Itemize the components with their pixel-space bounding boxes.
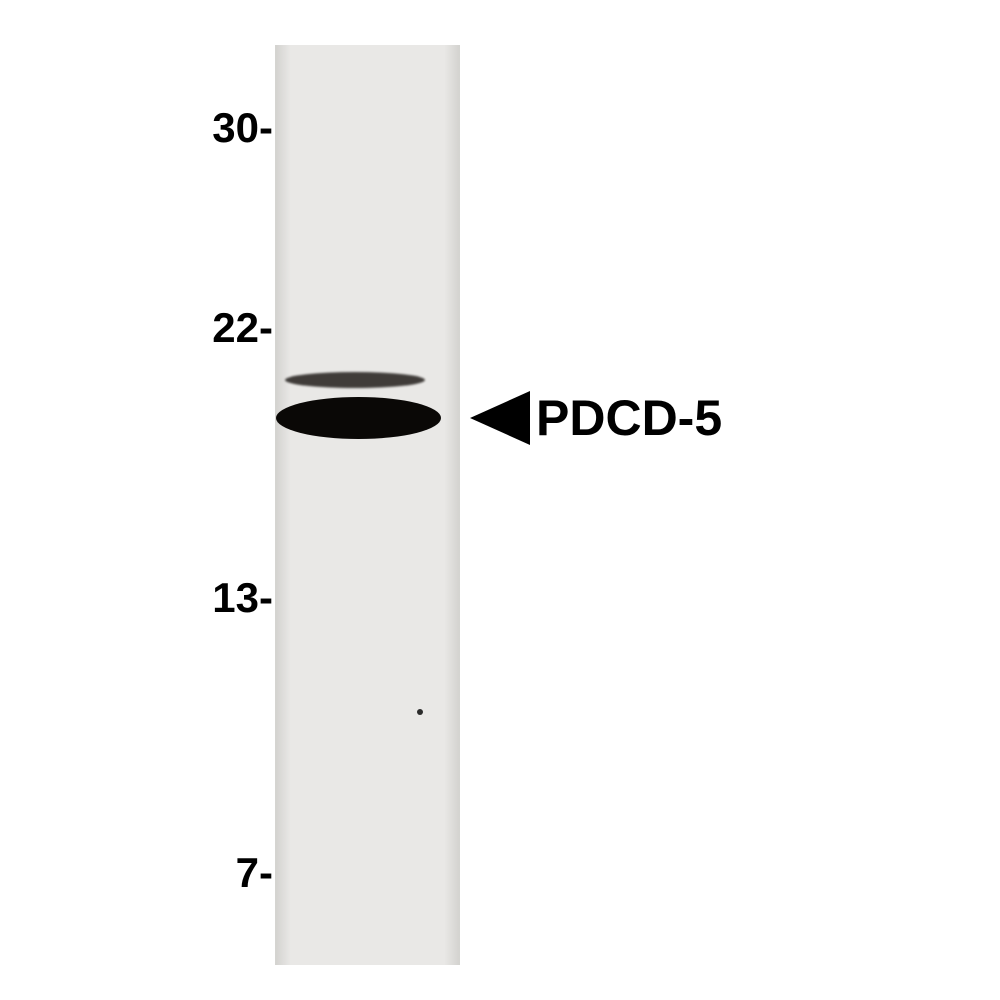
mw-marker-value: 7 (236, 849, 259, 897)
upper-faint-band (285, 372, 425, 388)
mw-marker: 7- (153, 849, 273, 897)
blot-lane (275, 45, 460, 965)
mw-marker: 13- (153, 574, 273, 622)
mw-marker-dash: - (259, 304, 273, 351)
band-pointer: PDCD-5 (470, 391, 722, 445)
pdcd5-main-band (276, 397, 441, 439)
band-label: PDCD-5 (536, 389, 722, 447)
mw-marker-value: 30 (212, 104, 259, 152)
mw-marker-dash: - (259, 104, 273, 151)
speck (417, 709, 423, 715)
mw-marker-value: 13 (212, 574, 259, 622)
mw-marker: 22- (153, 304, 273, 352)
arrow-icon (470, 391, 530, 445)
mw-marker: 30- (153, 104, 273, 152)
mw-marker-dash: - (259, 574, 273, 621)
blot-canvas: 30-22-13-7- PDCD-5 (0, 0, 1000, 1000)
mw-marker-dash: - (259, 849, 273, 896)
mw-marker-value: 22 (212, 304, 259, 352)
